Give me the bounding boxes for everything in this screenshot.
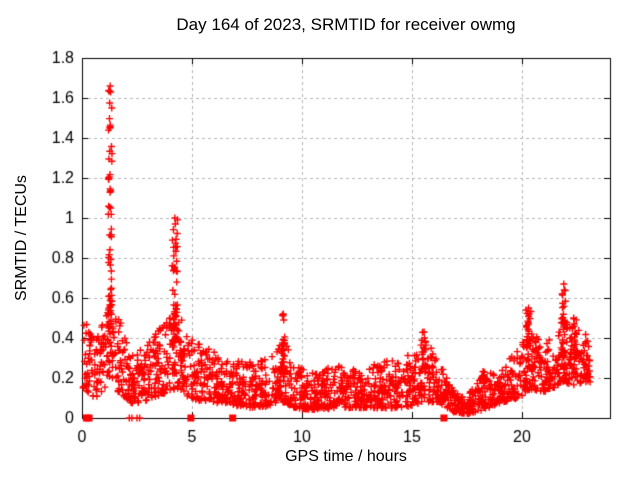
chart-title: Day 164 of 2023, SRMTID for receiver owm… [176,15,516,34]
x-axis-label: GPS time / hours [285,448,407,465]
y-axis-label: SRMTID / TECUs [13,175,30,301]
